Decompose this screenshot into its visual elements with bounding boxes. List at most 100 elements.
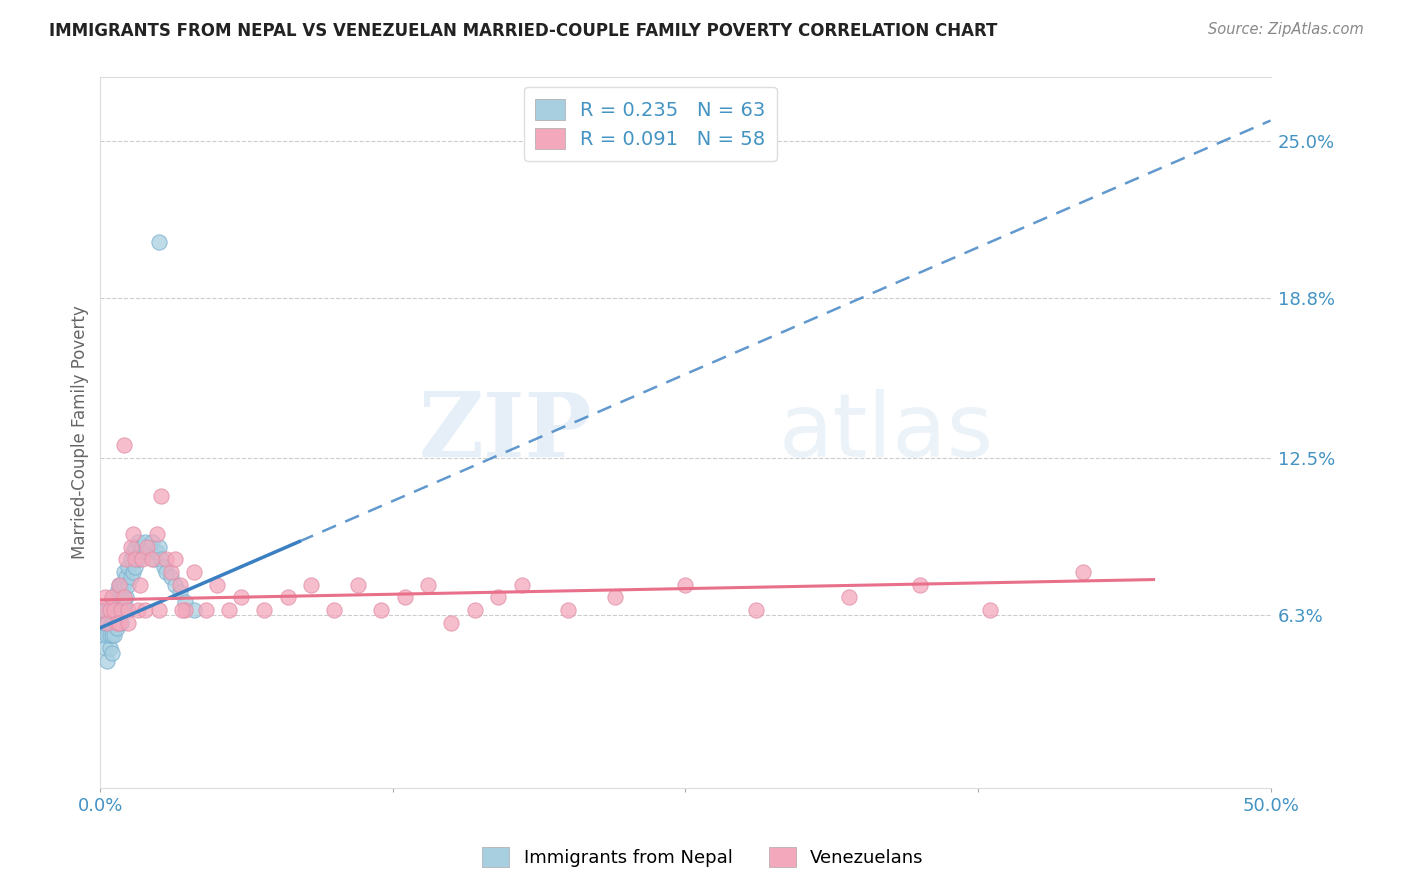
Point bbox=[122, 544, 145, 558]
Point bbox=[108, 615, 131, 630]
Point bbox=[323, 603, 346, 617]
Point bbox=[120, 552, 142, 566]
Point bbox=[103, 603, 125, 617]
Point bbox=[1073, 565, 1095, 579]
Point bbox=[148, 603, 170, 617]
Point bbox=[103, 591, 125, 605]
Y-axis label: Married-Couple Family Poverty: Married-Couple Family Poverty bbox=[72, 306, 89, 559]
Point bbox=[136, 544, 159, 558]
Point bbox=[150, 552, 173, 566]
Point bbox=[112, 438, 135, 452]
Point bbox=[277, 591, 299, 605]
Point bbox=[98, 603, 121, 617]
Point bbox=[173, 595, 195, 609]
Point bbox=[96, 603, 118, 617]
Point bbox=[120, 570, 142, 584]
Point bbox=[96, 615, 118, 630]
Point bbox=[122, 565, 145, 579]
Point bbox=[124, 552, 146, 566]
Point bbox=[129, 544, 152, 558]
Point bbox=[346, 577, 368, 591]
Point bbox=[108, 577, 131, 591]
Point bbox=[110, 603, 132, 617]
Point bbox=[108, 577, 131, 591]
Point bbox=[101, 628, 124, 642]
Point bbox=[98, 603, 121, 617]
Point bbox=[101, 646, 124, 660]
Point bbox=[112, 577, 135, 591]
Text: ZIP: ZIP bbox=[419, 389, 592, 476]
Point bbox=[299, 577, 322, 591]
Point bbox=[557, 603, 579, 617]
Point bbox=[675, 577, 697, 591]
Text: atlas: atlas bbox=[779, 389, 994, 476]
Point bbox=[101, 615, 124, 630]
Point bbox=[96, 654, 118, 668]
Point bbox=[117, 615, 139, 630]
Point bbox=[103, 610, 125, 624]
Point bbox=[229, 591, 252, 605]
Point bbox=[91, 615, 114, 630]
Point bbox=[96, 628, 118, 642]
Point bbox=[141, 552, 163, 566]
Point bbox=[440, 615, 463, 630]
Point bbox=[98, 641, 121, 656]
Point bbox=[94, 591, 117, 605]
Point bbox=[124, 560, 146, 574]
Point bbox=[136, 540, 159, 554]
Point bbox=[101, 595, 124, 609]
Point bbox=[108, 610, 131, 624]
Point bbox=[91, 603, 114, 617]
Point bbox=[115, 552, 138, 566]
Point bbox=[152, 560, 174, 574]
Point bbox=[110, 591, 132, 605]
Point bbox=[605, 591, 627, 605]
Point bbox=[253, 603, 276, 617]
Point bbox=[127, 603, 149, 617]
Point bbox=[127, 534, 149, 549]
Point bbox=[110, 577, 132, 591]
Point bbox=[169, 585, 191, 599]
Point bbox=[124, 540, 146, 554]
Point bbox=[115, 570, 138, 584]
Point bbox=[148, 540, 170, 554]
Point bbox=[117, 577, 139, 591]
Point bbox=[159, 565, 181, 579]
Point bbox=[96, 615, 118, 630]
Point bbox=[105, 585, 128, 599]
Point bbox=[115, 591, 138, 605]
Point bbox=[838, 591, 860, 605]
Point bbox=[112, 595, 135, 609]
Point bbox=[486, 591, 509, 605]
Point bbox=[120, 540, 142, 554]
Point bbox=[194, 603, 217, 617]
Legend: R = 0.235   N = 63, R = 0.091   N = 58: R = 0.235 N = 63, R = 0.091 N = 58 bbox=[523, 87, 778, 161]
Point bbox=[134, 534, 156, 549]
Point bbox=[122, 527, 145, 541]
Point bbox=[145, 527, 167, 541]
Point bbox=[159, 570, 181, 584]
Point bbox=[91, 603, 114, 617]
Point bbox=[416, 577, 439, 591]
Point bbox=[108, 595, 131, 609]
Point bbox=[138, 540, 160, 554]
Point bbox=[127, 552, 149, 566]
Point bbox=[908, 577, 931, 591]
Point bbox=[183, 603, 205, 617]
Point bbox=[218, 603, 240, 617]
Point bbox=[103, 628, 125, 642]
Point bbox=[112, 565, 135, 579]
Point bbox=[94, 615, 117, 630]
Point bbox=[169, 577, 191, 591]
Point bbox=[145, 544, 167, 558]
Point bbox=[105, 603, 128, 617]
Point bbox=[112, 591, 135, 605]
Point bbox=[979, 603, 1001, 617]
Point bbox=[370, 603, 392, 617]
Point bbox=[141, 534, 163, 549]
Point bbox=[129, 577, 152, 591]
Point bbox=[94, 641, 117, 656]
Point bbox=[172, 603, 194, 617]
Point bbox=[94, 603, 117, 617]
Point bbox=[143, 552, 166, 566]
